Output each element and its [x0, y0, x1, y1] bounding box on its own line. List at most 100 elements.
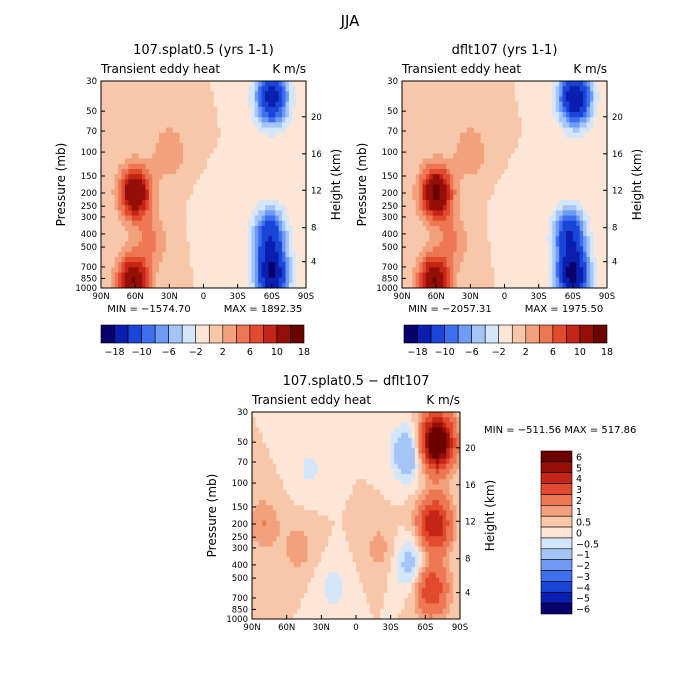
contour-cell [538, 200, 543, 206]
contour-cell [189, 272, 194, 279]
y-tick-label: 200 [382, 189, 398, 199]
contour-cell [552, 189, 557, 196]
contour-cell [473, 153, 478, 160]
contour-cell [415, 143, 420, 149]
contour-cell [165, 200, 170, 206]
contour-cell [470, 168, 475, 175]
contour-cell [271, 101, 276, 108]
contour-cell [131, 210, 136, 217]
contour-cell [169, 81, 174, 87]
contour-cell [278, 86, 283, 92]
contour-cell [172, 220, 177, 227]
contour-cell [528, 179, 533, 186]
contour-cell [183, 91, 188, 98]
contour-cell [480, 158, 485, 165]
contour-cell [104, 262, 109, 268]
contour-cell [104, 225, 109, 232]
contour-cell [217, 117, 222, 123]
contour-cell [278, 132, 283, 139]
contour-cell [101, 267, 106, 274]
contour-cell [446, 267, 451, 274]
contour-cell [258, 256, 263, 263]
contour-cell [408, 132, 413, 139]
contour-cell [189, 86, 194, 92]
contour-cell [456, 272, 461, 279]
contour-cell [593, 101, 598, 108]
contour-cell [589, 153, 594, 160]
contour-cell [131, 148, 136, 155]
contour-cell [278, 122, 283, 129]
contour-cell [484, 132, 489, 139]
panel-subtitle-right: K m/s [573, 62, 607, 76]
contour-cell [183, 122, 188, 129]
contour-cell [559, 153, 564, 160]
contour-cell [402, 137, 407, 144]
contour-cell [203, 184, 208, 191]
contour-cell [295, 86, 300, 92]
contour-cell [504, 282, 509, 288]
contour-cell [555, 168, 560, 175]
contour-cell [569, 189, 574, 196]
contour-cell [176, 205, 181, 211]
contour-cell [521, 236, 526, 243]
contour-cell [446, 137, 451, 144]
contour-cell [114, 251, 119, 258]
contour-cell [443, 236, 448, 243]
contour-cell [295, 81, 300, 87]
contour-cell [449, 189, 454, 196]
contour-cell [288, 179, 293, 186]
contour-cell [480, 127, 485, 134]
contour-cell [254, 282, 259, 288]
contour-cell [282, 215, 287, 222]
contour-cell [254, 225, 259, 232]
contour-cell [107, 106, 112, 113]
contour-cell [128, 282, 133, 288]
contour-cell [169, 127, 174, 134]
contour-cell [118, 112, 123, 118]
contour-cell [521, 282, 526, 288]
contour-cell [446, 112, 451, 118]
contour-cell [583, 267, 588, 274]
contour-cell [193, 256, 198, 263]
contour-cell [583, 225, 588, 232]
contour-cell [460, 272, 465, 279]
contour-cell [189, 246, 194, 253]
contour-cell [466, 122, 471, 129]
contour-cell [504, 225, 509, 232]
contour-cell [429, 86, 434, 92]
contour-cell [258, 137, 263, 144]
contour-cell [436, 112, 441, 118]
contour-cell [453, 112, 458, 118]
contour-cell [501, 256, 506, 263]
contour-cell [415, 184, 420, 191]
contour-cell [152, 91, 157, 98]
contour-cell [432, 210, 437, 217]
contour-cell [535, 215, 540, 222]
contour-cell [165, 117, 170, 123]
contour-cell [507, 215, 512, 222]
contour-cell [490, 91, 495, 98]
contour-cell [155, 241, 160, 248]
contour-cell [244, 148, 249, 155]
contour-cell [203, 231, 208, 237]
contour-cell [415, 189, 420, 196]
contour-cell [196, 117, 201, 123]
contour-cell [538, 158, 543, 165]
colorbar-label: 2 [523, 347, 529, 358]
contour-cell [183, 158, 188, 165]
contour-cell [460, 267, 465, 274]
contour-cell [538, 86, 543, 92]
contour-cell [118, 148, 123, 155]
contour-cell [258, 225, 263, 232]
contour-cell [247, 205, 252, 211]
contour-cell [244, 231, 249, 237]
contour-cell [292, 127, 297, 134]
contour-cell [521, 112, 526, 118]
contour-cell [278, 267, 283, 274]
contour-cell [234, 277, 239, 284]
contour-cell [162, 179, 167, 186]
contour-cell [425, 168, 430, 175]
contour-cell [135, 168, 140, 175]
contour-cell [292, 101, 297, 108]
contour-cell [453, 168, 458, 175]
